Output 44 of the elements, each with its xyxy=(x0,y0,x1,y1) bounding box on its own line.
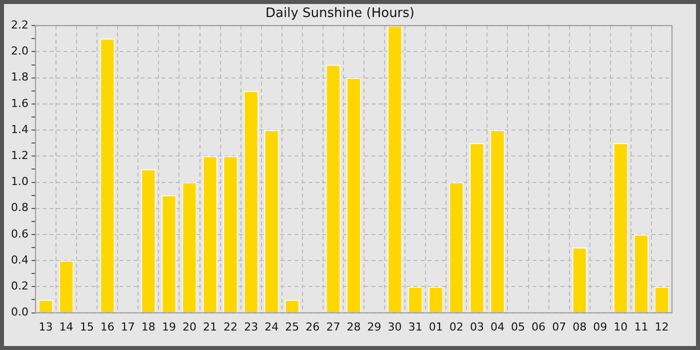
x-tick-label: 26 xyxy=(306,320,320,334)
x-tick-label: 09 xyxy=(593,320,608,334)
y-tick-label: 0.4 xyxy=(10,253,28,266)
x-tick-label: 24 xyxy=(264,320,279,334)
y-tick-label: 0.0 xyxy=(10,306,28,319)
y-tick-label: 0.6 xyxy=(10,227,28,240)
x-tick-label: 31 xyxy=(408,320,422,334)
y-tick-label: 2.0 xyxy=(10,44,28,58)
x-tick-label: 22 xyxy=(224,320,238,334)
x-tick-label: 10 xyxy=(614,320,628,334)
y-tick-label: 1.6 xyxy=(10,96,28,110)
y-tick-label: 1.2 xyxy=(10,149,28,162)
x-tick-label: 08 xyxy=(572,320,587,334)
x-tick-label: 05 xyxy=(511,320,526,334)
x-tick-label: 01 xyxy=(428,320,443,334)
x-tick-label: 04 xyxy=(490,320,504,334)
x-tick-label: 25 xyxy=(285,320,300,334)
x-tick-label: 07 xyxy=(552,320,566,334)
x-tick-label: 30 xyxy=(388,320,402,334)
y-tick-label: 0.2 xyxy=(10,280,28,293)
x-tick-label: 12 xyxy=(654,320,669,334)
x-tick-label: 11 xyxy=(634,320,648,334)
y-tick-label: 1.8 xyxy=(10,70,28,84)
y-tick-label: 0.8 xyxy=(10,201,28,214)
x-tick-label: 28 xyxy=(346,320,361,334)
x-tick-label: 27 xyxy=(326,320,340,334)
x-tick-label: 18 xyxy=(141,320,156,334)
x-tick-label: 19 xyxy=(162,320,176,334)
y-tick-label: 1.0 xyxy=(10,175,28,188)
x-tick-label: 02 xyxy=(449,320,464,334)
x-tick-label: 03 xyxy=(470,320,484,334)
x-tick-label: 29 xyxy=(367,320,382,334)
x-tick-label: 14 xyxy=(59,320,74,334)
x-tick-label: 20 xyxy=(182,320,196,334)
x-tick-label: 06 xyxy=(532,320,546,334)
x-tick-label: 21 xyxy=(203,320,218,334)
x-tick-label: 15 xyxy=(80,320,94,334)
x-tick-label: 23 xyxy=(244,320,258,334)
y-tick-label: 2.2 xyxy=(10,18,28,32)
x-tick-label: 17 xyxy=(120,320,135,334)
chart-title: Daily Sunshine (Hours) xyxy=(266,6,414,22)
x-tick-label: 13 xyxy=(38,320,53,334)
x-tick-label: 16 xyxy=(100,320,114,334)
y-tick-label: 1.4 xyxy=(10,122,28,136)
